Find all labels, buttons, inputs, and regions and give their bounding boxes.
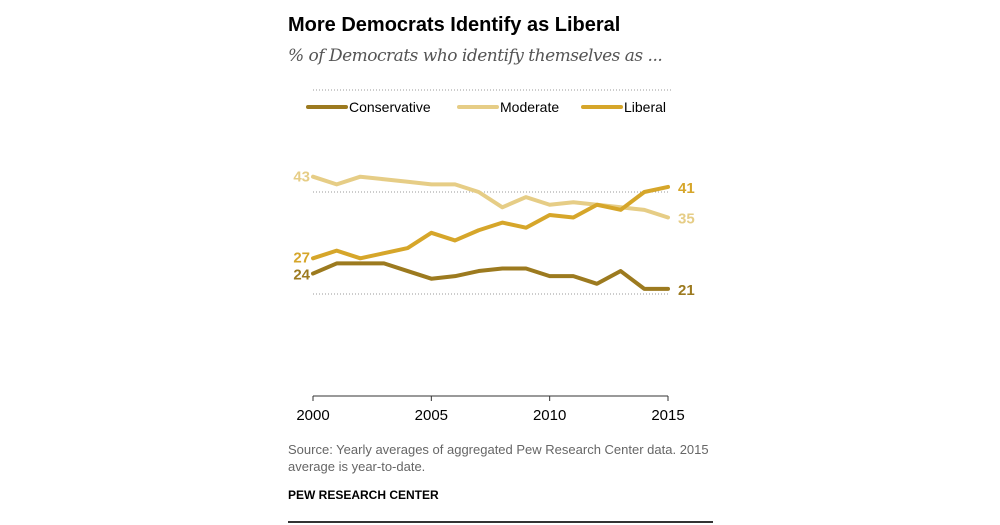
series-line-conservative	[311, 261, 670, 291]
legend-label-moderate: Moderate	[500, 99, 559, 115]
start-label-moderate: 43	[293, 169, 310, 186]
source-note: Source: Yearly averages of aggregated Pe…	[288, 442, 709, 474]
series-line-moderate	[311, 174, 670, 220]
chart-title: More Democrats Identify as Liberal	[288, 14, 621, 36]
org-credit: PEW RESEARCH CENTER	[288, 488, 439, 502]
bottom-rule	[288, 521, 713, 523]
end-label-liberal: 41	[678, 180, 695, 197]
legend-label-liberal: Liberal	[624, 99, 666, 115]
series-line-liberal	[311, 184, 670, 261]
start-label-liberal: 27	[293, 249, 310, 266]
legend-label-conservative: Conservative	[349, 99, 431, 115]
end-label-conservative: 21	[678, 282, 695, 299]
x-tick-label: 2015	[651, 407, 684, 424]
end-label-moderate: 35	[678, 211, 695, 228]
start-label-conservative: 24	[293, 267, 310, 284]
x-tick-label: 2000	[296, 407, 329, 424]
x-tick-label: 2005	[415, 407, 448, 424]
x-tick-label: 2010	[533, 407, 566, 424]
chart-subtitle: % of Democrats who identify themselves a…	[288, 46, 663, 66]
